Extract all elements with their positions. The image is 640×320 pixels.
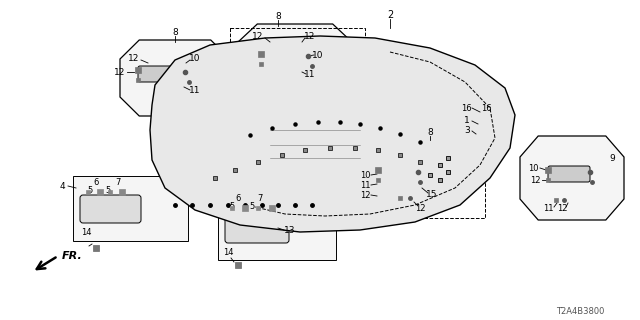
FancyBboxPatch shape — [548, 166, 590, 182]
Text: 14: 14 — [81, 228, 92, 236]
Text: 4: 4 — [59, 181, 65, 190]
Text: 7: 7 — [257, 194, 262, 203]
Text: 6: 6 — [236, 194, 241, 203]
Text: 2: 2 — [387, 10, 393, 20]
Text: 11: 11 — [543, 204, 553, 212]
Text: 10: 10 — [312, 51, 324, 60]
Text: 11: 11 — [360, 180, 371, 189]
Text: 10: 10 — [528, 164, 538, 172]
Text: 8: 8 — [427, 127, 433, 137]
Bar — [230, 28, 365, 88]
Text: 11: 11 — [304, 69, 316, 78]
Text: 5: 5 — [88, 186, 93, 195]
FancyBboxPatch shape — [138, 66, 182, 82]
Text: 16: 16 — [481, 103, 492, 113]
Bar — [218, 192, 336, 260]
FancyBboxPatch shape — [378, 166, 418, 182]
Text: 13: 13 — [284, 226, 296, 235]
Text: 8: 8 — [172, 28, 178, 36]
Text: 12: 12 — [557, 204, 567, 212]
Text: 12: 12 — [252, 31, 264, 41]
Text: 16: 16 — [461, 103, 471, 113]
Polygon shape — [150, 36, 515, 232]
Text: 6: 6 — [93, 178, 99, 187]
Text: 7: 7 — [115, 178, 121, 187]
Text: 5: 5 — [250, 202, 255, 211]
Polygon shape — [237, 24, 353, 100]
Text: 1: 1 — [464, 116, 470, 124]
FancyBboxPatch shape — [80, 195, 141, 223]
Polygon shape — [520, 136, 624, 220]
Text: 11: 11 — [189, 85, 201, 94]
Text: 10: 10 — [189, 53, 201, 62]
Polygon shape — [120, 40, 230, 116]
Text: 3: 3 — [464, 125, 470, 134]
Text: 14: 14 — [223, 247, 233, 257]
Bar — [370, 138, 485, 218]
Text: 10: 10 — [360, 171, 371, 180]
FancyBboxPatch shape — [261, 50, 307, 66]
Bar — [73, 176, 188, 241]
Text: 9: 9 — [609, 154, 615, 163]
Text: 12: 12 — [415, 204, 425, 212]
FancyBboxPatch shape — [225, 213, 289, 243]
Text: FR.: FR. — [62, 251, 83, 261]
Text: 5: 5 — [229, 202, 235, 211]
Text: 12: 12 — [128, 53, 140, 62]
Text: 8: 8 — [275, 12, 281, 20]
Text: 5: 5 — [106, 186, 111, 195]
Text: 12: 12 — [115, 68, 125, 76]
Text: 12: 12 — [360, 190, 371, 199]
Text: 12: 12 — [530, 175, 540, 185]
Text: 15: 15 — [426, 189, 438, 198]
Text: T2A4B3800: T2A4B3800 — [556, 308, 604, 316]
Bar — [265, 115, 365, 177]
Text: 12: 12 — [304, 31, 316, 41]
